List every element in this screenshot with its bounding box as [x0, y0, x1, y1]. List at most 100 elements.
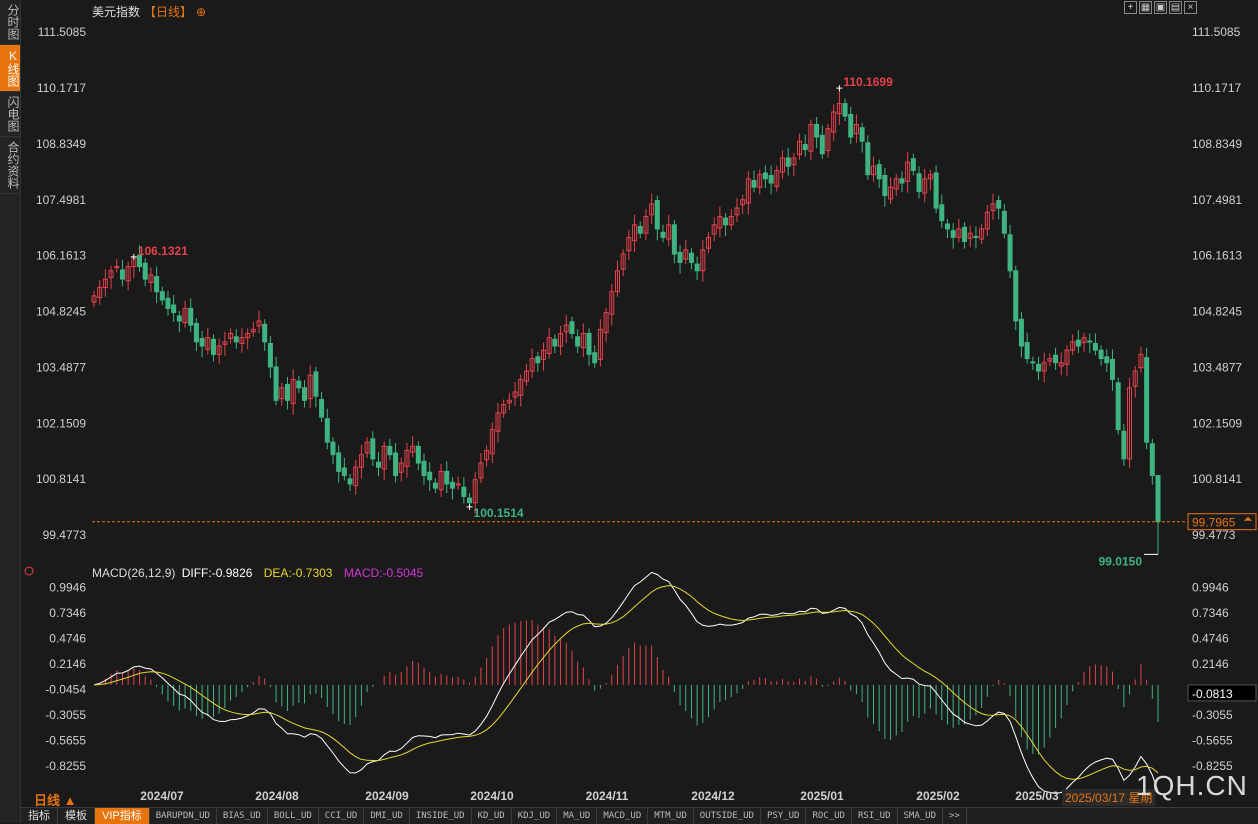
date-tick: 2024/07 — [140, 789, 184, 803]
candle-body — [284, 383, 290, 401]
candle-body — [592, 352, 598, 364]
candle-body — [711, 224, 717, 235]
candle-body — [597, 328, 603, 360]
candle-body — [751, 179, 757, 188]
candle-body — [1098, 349, 1104, 360]
tab-timeshare[interactable]: 分时图 — [0, 0, 20, 45]
candle-body — [302, 387, 308, 401]
candle-body — [159, 291, 165, 301]
bottom-tab[interactable]: INSIDE_UD — [410, 808, 472, 824]
candle-body — [375, 461, 381, 468]
bottom-tab[interactable]: 指标 — [21, 808, 58, 824]
bottom-tab[interactable]: RSI_UD — [852, 808, 898, 824]
candle-body — [734, 207, 740, 216]
candle-body — [1024, 342, 1030, 360]
date-axis: 2024/07 2024/08 2024/09 2024/10 2024/11 2024/… — [140, 789, 1059, 803]
bottom-tab[interactable]: MTM_UD — [648, 808, 694, 824]
tab-contract-info[interactable]: 合约资料 — [0, 137, 20, 194]
price-tick-left: 102.1509 — [36, 416, 86, 430]
bottom-tab[interactable]: BIAS_UD — [217, 808, 268, 824]
date-tick: 2024/12 — [691, 789, 735, 803]
candle-body — [484, 449, 490, 461]
macd-last-label: -0.0813 — [1192, 687, 1233, 701]
macd-tick-left: 0.2146 — [49, 657, 86, 671]
circle-plus-icon[interactable]: ⊕ — [196, 5, 207, 19]
candle-body — [176, 315, 182, 322]
candle-body — [1092, 342, 1098, 351]
candle-body — [950, 230, 956, 238]
price-tick-right: 104.8245 — [1192, 305, 1242, 319]
grid-icon[interactable]: ▦ — [1139, 1, 1152, 14]
bottom-tab[interactable]: MACD_UD — [597, 808, 649, 824]
candle-body — [996, 200, 1002, 209]
candle-body — [171, 304, 177, 314]
candle-body — [313, 371, 319, 397]
candle-body — [779, 157, 785, 173]
period-indicator[interactable]: 【日线】 — [144, 5, 193, 19]
image-icon[interactable]: ▣ — [1154, 1, 1167, 14]
candle-body — [273, 366, 279, 401]
period-label[interactable]: 日线 ▲ — [34, 793, 77, 808]
candle-body — [228, 332, 234, 339]
macd-axis-right: 0.99460.73460.47460.2146-0.0454-0.3055-0… — [1187, 580, 1257, 773]
bottom-tab[interactable]: CCI_UD — [319, 808, 365, 824]
candle-body — [535, 356, 541, 364]
candle-body — [250, 328, 256, 333]
candle-body — [1149, 443, 1155, 477]
macd-tick-left: 0.7346 — [49, 606, 86, 620]
candle-body — [620, 253, 626, 270]
candle-body — [1081, 337, 1087, 344]
bottom-tab[interactable]: ROC_UD — [806, 808, 852, 824]
bottom-tab[interactable]: PSY_UD — [761, 808, 807, 824]
macd-last-box — [1187, 684, 1257, 702]
candle-body — [740, 199, 746, 206]
candle-body — [632, 224, 638, 242]
document-icon[interactable]: ▤ — [1169, 1, 1182, 14]
candle-body — [819, 134, 825, 155]
bottom-tab[interactable]: MA_UD — [557, 808, 598, 824]
candle-body — [1070, 341, 1076, 351]
tab-kline[interactable]: K线图 — [0, 45, 20, 92]
candle-body — [700, 249, 706, 272]
candle-body — [1036, 363, 1042, 372]
candle-body — [546, 337, 552, 355]
candle-body — [199, 337, 205, 347]
bottom-tab[interactable]: BOLL_UD — [268, 808, 319, 824]
bottom-tab[interactable]: KDJ_UD — [512, 808, 558, 824]
candle-body — [654, 200, 660, 230]
candle-body — [825, 128, 831, 151]
macd-label: MACD:-0.5045 — [343, 566, 424, 580]
price-tick-left: 108.8349 — [36, 137, 86, 151]
bottom-tab[interactable]: DMI_UD — [364, 808, 410, 824]
price-tick-right: 107.4981 — [1192, 193, 1242, 207]
bottom-tab[interactable]: BARUPDN_UD — [150, 808, 217, 824]
bottom-tab[interactable]: >> — [943, 808, 967, 824]
candle-body — [364, 441, 370, 454]
candle-body — [922, 178, 928, 194]
candle-body — [501, 404, 507, 414]
candle-body — [279, 387, 285, 400]
tab-flash[interactable]: 闪电图 — [0, 92, 20, 137]
candle-body — [660, 231, 666, 238]
candle-body — [757, 174, 763, 188]
crosshair-icon[interactable]: + — [1124, 1, 1137, 14]
candle-body — [859, 127, 865, 142]
candle-body — [102, 278, 108, 288]
bottom-tab[interactable]: SMA_UD — [898, 808, 944, 824]
candle-body — [290, 378, 296, 405]
bottom-tab[interactable]: OUTSIDE_UD — [694, 808, 761, 824]
candle-body — [865, 142, 871, 176]
close-icon[interactable]: × — [1184, 1, 1197, 14]
chart-header: 美元指数 【日线】 ⊕ — [92, 3, 206, 20]
macd-tick-right: -0.3055 — [1192, 708, 1233, 722]
price-tick-right: 102.1509 — [1192, 416, 1242, 430]
bottom-tab[interactable]: VIP指标 — [95, 808, 150, 824]
bottom-tab[interactable]: 模板 — [58, 808, 95, 824]
annotation-low-2: 99.0150 — [1099, 554, 1143, 568]
bottom-tab[interactable]: KD_UD — [472, 808, 512, 824]
candle-body — [1138, 353, 1144, 369]
candle-body — [944, 223, 950, 230]
instrument-title: 美元指数 — [92, 5, 141, 19]
indicator-settings-icon — [24, 566, 34, 576]
